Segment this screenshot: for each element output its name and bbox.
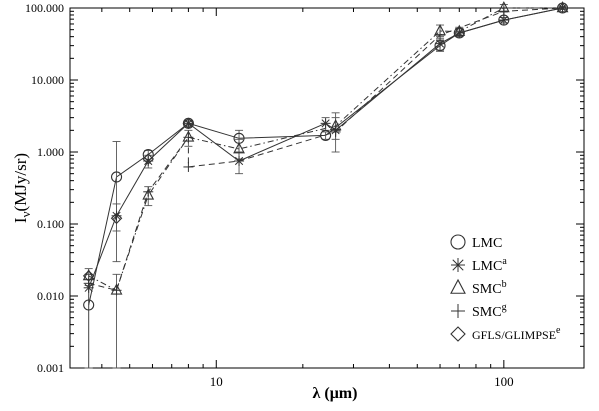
y-tick-label: 0.100 (37, 217, 64, 231)
legend-label: SMCg (472, 302, 507, 320)
legend-label-sup: e (556, 325, 561, 336)
legend-label: SMCb (472, 279, 507, 297)
legend-label: LMC (472, 236, 502, 251)
legend-label-text: SMC (472, 282, 502, 297)
y-axis-label-rest: (MJy/sr) (11, 153, 30, 212)
x-tick-label: 100 (494, 374, 514, 389)
x-tick-label: 10 (210, 374, 223, 389)
legend-label-text: SMC (472, 305, 502, 320)
legend-label-sup: b (502, 279, 507, 290)
legend-label-sup: g (502, 302, 507, 313)
legend-label-text: GFLS/GLIMPSE (472, 328, 556, 342)
data-point-lmca (435, 39, 445, 49)
legend-label-text: LMC (472, 259, 502, 274)
legend-label: LMCa (472, 256, 507, 274)
y-tick-label: 0.001 (37, 361, 64, 375)
y-tick-label: 10.000 (31, 73, 64, 87)
y-tick-label: 100.000 (25, 1, 64, 15)
data-point-lmca (183, 118, 193, 128)
y-tick-label: 0.010 (37, 289, 64, 303)
y-tick-label: 1.000 (37, 145, 64, 159)
legend-marker-asterisk (451, 258, 465, 272)
legend-label-text: LMC (472, 236, 502, 251)
legend-label: GFLS/GLIMPSEe (472, 325, 561, 342)
legend-label-sup: a (502, 256, 507, 267)
data-point-lmca (499, 15, 509, 25)
data-point-lmca (321, 118, 331, 128)
x-axis-label: λ (μm) (313, 385, 358, 402)
